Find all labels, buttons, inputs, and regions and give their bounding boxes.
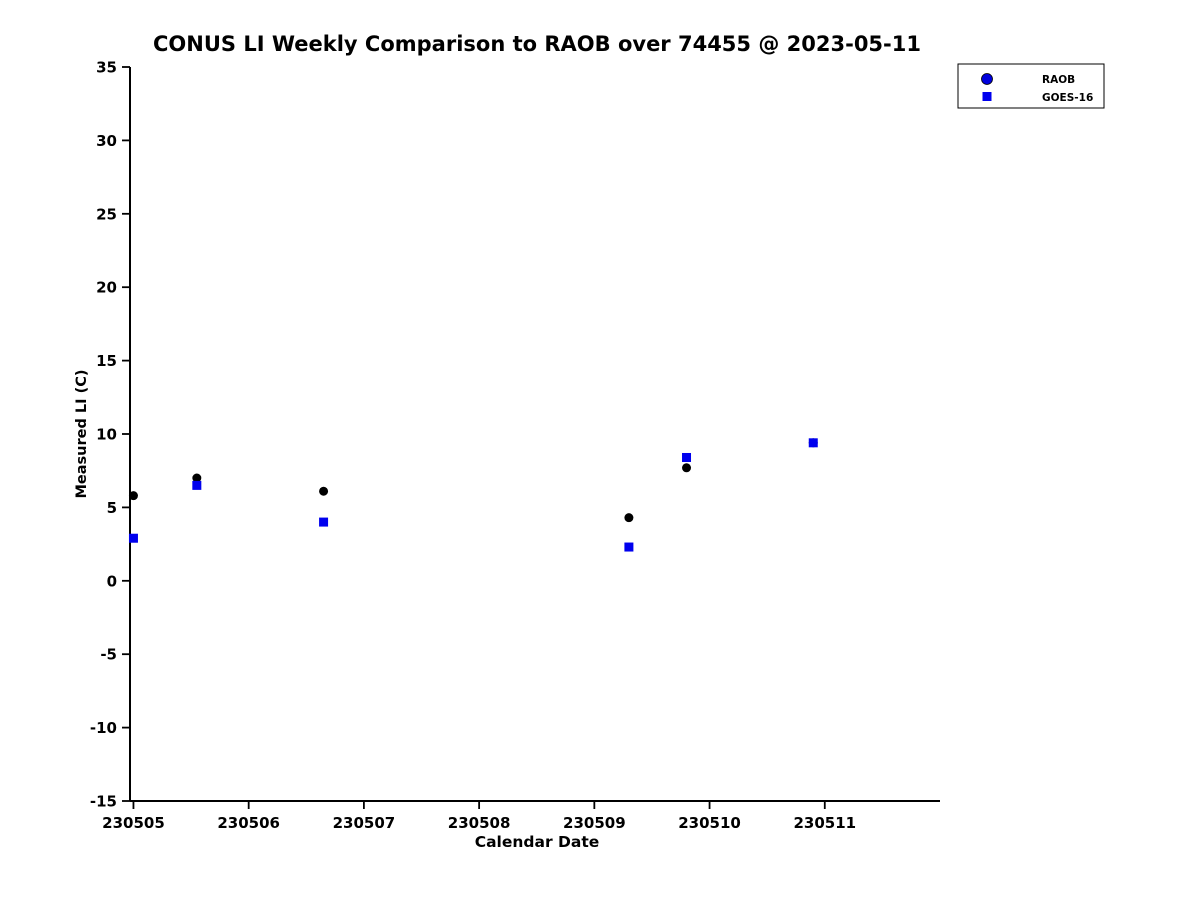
legend-marker-raob-icon	[981, 73, 993, 85]
y-axis-label: Measured LI (C)	[74, 370, 90, 499]
y-tick-label: -15	[90, 793, 117, 811]
x-axis-label: Calendar Date	[475, 833, 600, 851]
y-tick-label: 30	[96, 132, 117, 150]
data-point-goes-16	[319, 517, 329, 527]
legend-label-raob: RAOB	[1042, 74, 1075, 86]
data-point-goes-16	[808, 438, 818, 448]
y-tick-label: 10	[96, 426, 117, 444]
data-point-goes-16	[128, 533, 138, 543]
y-tick-label: 15	[96, 352, 117, 370]
data-point-goes-16	[682, 452, 692, 462]
chart-title: CONUS LI Weekly Comparison to RAOB over …	[153, 32, 921, 56]
y-tick-label: 20	[96, 279, 117, 297]
y-tick-label: 5	[107, 499, 117, 517]
y-tick-label: -5	[100, 646, 117, 664]
y-tick-label: 35	[96, 59, 117, 77]
y-tick-label: 0	[107, 572, 117, 590]
x-tick-label: 230505	[102, 814, 165, 832]
x-tick-label: 230511	[793, 814, 856, 832]
legend-marker-goes16-icon	[982, 92, 992, 101]
data-point-raob	[128, 491, 138, 501]
x-tick-label: 230506	[217, 814, 280, 832]
y-tick-label: 25	[96, 205, 117, 223]
x-tick-label: 230508	[448, 814, 511, 832]
data-point-raob	[682, 463, 692, 473]
data-point-goes-16	[624, 542, 634, 552]
data-point-raob	[192, 473, 202, 483]
x-tick-label: 230509	[563, 814, 626, 832]
x-tick-label: 230510	[678, 814, 741, 832]
data-point-raob	[624, 513, 634, 523]
y-tick-label: -10	[90, 719, 117, 737]
x-tick-label: 230507	[333, 814, 396, 832]
legend: RAOB GOES-16	[957, 63, 1105, 109]
legend-label-goes16: GOES-16	[1042, 92, 1093, 104]
data-point-raob	[319, 486, 329, 496]
plot-area: -15 -10 -5 0 5 10 15 20 25 30 35 230505 230506 230507…	[90, 59, 940, 832]
legend-box	[957, 63, 1105, 109]
data-point-goes-16	[192, 480, 202, 490]
